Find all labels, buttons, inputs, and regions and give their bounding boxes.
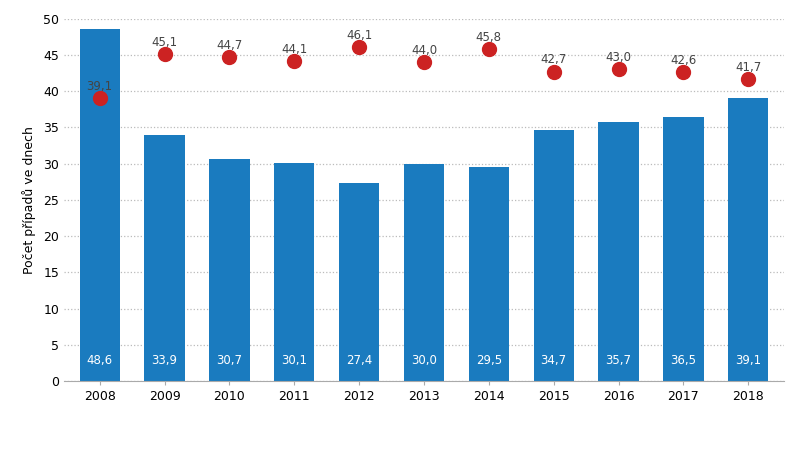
Text: 48,6: 48,6 xyxy=(86,354,113,367)
Text: 41,7: 41,7 xyxy=(735,61,762,74)
Point xyxy=(353,43,366,51)
Text: 39,1: 39,1 xyxy=(735,354,762,367)
Text: 29,5: 29,5 xyxy=(476,354,502,367)
Text: 42,7: 42,7 xyxy=(541,53,567,66)
Text: 36,5: 36,5 xyxy=(670,354,697,367)
Text: 44,1: 44,1 xyxy=(281,43,307,56)
Bar xyxy=(79,29,120,381)
Y-axis label: Počet případů ve dnech: Počet případů ve dnech xyxy=(22,126,36,274)
Bar xyxy=(210,159,250,381)
Text: 35,7: 35,7 xyxy=(606,354,631,367)
Bar xyxy=(534,130,574,381)
Bar xyxy=(404,164,444,381)
Bar xyxy=(663,117,703,381)
Point xyxy=(223,53,236,61)
Text: 33,9: 33,9 xyxy=(151,354,178,367)
Text: 34,7: 34,7 xyxy=(541,354,566,367)
Point xyxy=(742,75,754,82)
Point xyxy=(94,94,106,101)
Text: 44,7: 44,7 xyxy=(216,39,242,52)
Bar xyxy=(598,122,638,381)
Point xyxy=(547,68,560,75)
Bar xyxy=(274,163,314,381)
Point xyxy=(677,68,690,76)
Text: 30,0: 30,0 xyxy=(411,354,437,367)
Point xyxy=(418,59,430,66)
Text: 30,1: 30,1 xyxy=(282,354,307,367)
Text: 42,6: 42,6 xyxy=(670,54,697,67)
Text: 27,4: 27,4 xyxy=(346,354,372,367)
Point xyxy=(288,58,301,65)
Text: 44,0: 44,0 xyxy=(411,44,437,57)
Text: 39,1: 39,1 xyxy=(86,80,113,93)
Bar xyxy=(728,98,769,381)
Text: 46,1: 46,1 xyxy=(346,29,372,42)
Text: 45,8: 45,8 xyxy=(476,31,502,44)
Text: 30,7: 30,7 xyxy=(217,354,242,367)
Text: 45,1: 45,1 xyxy=(151,36,178,49)
Legend: nově hlašené případy DPN na 100 pojištěnců, průměrná délka trvání 1 případu DPN: nově hlašené případy DPN na 100 pojištěn… xyxy=(70,460,672,465)
Bar xyxy=(145,135,185,381)
Bar xyxy=(339,183,379,381)
Point xyxy=(158,50,171,58)
Bar xyxy=(469,167,509,381)
Text: 43,0: 43,0 xyxy=(606,51,631,64)
Point xyxy=(482,46,495,53)
Point xyxy=(612,66,625,73)
